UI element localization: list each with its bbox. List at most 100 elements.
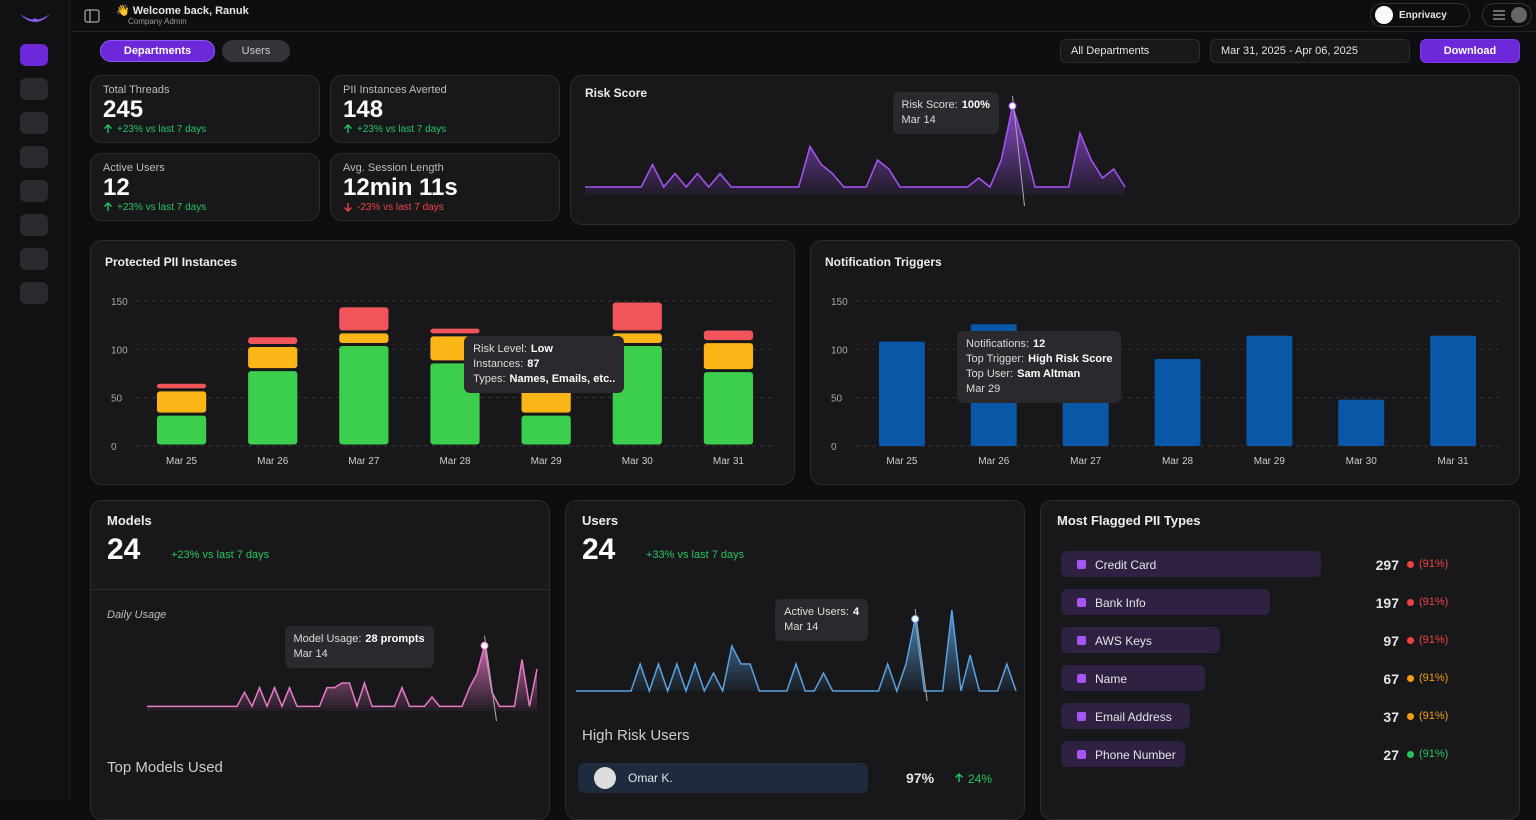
company-logo [1375, 6, 1393, 24]
tooltip-date: Mar 29 [966, 383, 1001, 395]
tooltip-date: Mar 14 [901, 114, 936, 126]
x-tick-label: Mar 27 [1070, 456, 1102, 467]
line [585, 103, 1126, 189]
user-row[interactable]: Omar K. [578, 763, 868, 793]
pii-name: Credit Card [1095, 558, 1157, 572]
hover-point [911, 615, 920, 623]
bar-segment [521, 389, 571, 413]
stat-label: PII Instances Averted [343, 84, 447, 96]
user-menu[interactable] [1482, 3, 1532, 27]
pii-name: AWS Keys [1095, 634, 1152, 648]
nav-icon[interactable] [20, 282, 48, 304]
risk-score: 97% [906, 770, 935, 786]
welcome: 👋 Welcome back, Ranuk [116, 5, 249, 17]
bar [1430, 335, 1477, 446]
tooltip-date: Mar 14 [784, 621, 819, 633]
stat-value: 245 [103, 96, 144, 123]
chart [344, 124, 352, 133]
nav-icon[interactable] [20, 248, 48, 270]
tooltip-value: 4 [852, 606, 860, 618]
chart [147, 635, 538, 722]
stat-card: Avg. Session Length 12min 11s -23% vs last… [330, 153, 560, 221]
subtitle: Daily Usage [107, 609, 167, 621]
stat-label: Total Threads [103, 84, 170, 96]
pii-dot [1407, 751, 1414, 758]
nav-icon[interactable] [20, 146, 48, 168]
pii-pct: (91%) [1419, 634, 1449, 646]
stat-card: Total Threads 245 +23% vs last 7 days [90, 75, 320, 143]
company-switch[interactable]: Enprivacy [1370, 3, 1470, 27]
tooltip-label: Instances: [473, 358, 524, 370]
notification-card: Notification Triggers 0 50 100 150 Mar 25 Mar… [810, 240, 1520, 485]
pii-pct: (91%) [1419, 748, 1449, 760]
pii-icon [1077, 636, 1086, 645]
section-title: High Risk Users [582, 727, 690, 744]
pii-icon [1077, 712, 1086, 721]
cursor-line [484, 635, 497, 722]
pii-dot [1407, 637, 1414, 644]
download-button[interactable]: Download [1420, 39, 1520, 63]
cursor-line [1012, 95, 1025, 207]
bar-segment [339, 307, 389, 331]
chart [955, 773, 963, 782]
stat-change: +23% vs last 7 days [357, 124, 447, 135]
pii-dot [1407, 675, 1414, 682]
pii-bar [1061, 627, 1220, 653]
chart [104, 124, 112, 133]
stat-change: +23% vs last 7 days [117, 202, 207, 213]
stat-change: +23% vs last 7 days [117, 124, 207, 135]
date-filter[interactable]: Mar 31, 2025 - Apr 06, 2025 [1210, 39, 1410, 63]
department-filter[interactable]: All Departments [1060, 39, 1200, 63]
pii-bar [1061, 551, 1321, 577]
nav-icon[interactable] [20, 112, 48, 134]
nav-icon[interactable] [20, 78, 48, 100]
tooltip-value: 100% [961, 99, 990, 111]
tooltip-value: Low [530, 343, 553, 355]
pii-count: 67 [1383, 671, 1399, 687]
x-tick-label: Mar 26 [978, 456, 1010, 467]
stat-card: Active Users 12 +23% vs last 7 days [90, 153, 320, 221]
bar [878, 341, 925, 446]
stat-card: PII Instances Averted 148 +23% vs last 7 d… [330, 75, 560, 143]
chart [576, 608, 1017, 702]
nav-icon[interactable] [20, 180, 48, 202]
risk-score-card: Risk Score Risk Score: 100% Mar 14 [570, 75, 1520, 225]
bar [1154, 359, 1201, 446]
x-tick-label: Mar 30 [1346, 456, 1378, 467]
nav-icon[interactable] [20, 44, 48, 66]
card-title: Users [582, 513, 619, 528]
stat-label: Active Users [103, 162, 165, 174]
x-tick-label: Mar 30 [622, 456, 654, 467]
users-change: +33% vs last 7 days [646, 549, 745, 561]
line [576, 609, 1017, 694]
x-tick-label: Mar 31 [1438, 456, 1470, 467]
chart: 0 50 100 150 Mar 25 Mar 26 Mar 27 Mar 28 Mar 29 M… [111, 297, 774, 467]
sidebar-toggle[interactable] [84, 8, 100, 24]
risk-change: 24% [968, 772, 993, 786]
y-tick-label: 50 [111, 394, 123, 405]
y-tick-label: 100 [111, 345, 128, 356]
pii-icon [1077, 750, 1086, 759]
stat-value: 12 [103, 174, 130, 201]
x-tick-label: Mar 28 [1162, 456, 1194, 467]
pii-icon [1077, 560, 1086, 569]
nav-icon[interactable] [20, 214, 48, 236]
tooltip-label: Risk Level: [473, 343, 527, 355]
bar-segment [703, 343, 754, 370]
trend-arrow [104, 124, 112, 133]
y-tick-label: 100 [831, 345, 848, 356]
tooltip-value: Sam Altman [1017, 368, 1081, 380]
logo [20, 14, 50, 22]
y-tick-label: 50 [831, 394, 843, 405]
tab-users[interactable]: Users [222, 40, 290, 62]
tab-departments[interactable]: Departments [100, 40, 215, 62]
y-tick-label: 150 [831, 297, 848, 308]
card-title: Most Flagged PII Types [1057, 513, 1201, 528]
sidebar [0, 0, 70, 800]
tooltip-value: High Risk Score [1028, 353, 1113, 365]
bar-segment [248, 337, 298, 344]
pii-icon [1077, 598, 1086, 607]
users-card: Users 24 +33% vs last 7 days High Risk U… [565, 500, 1025, 820]
trend-arrow [344, 203, 352, 212]
